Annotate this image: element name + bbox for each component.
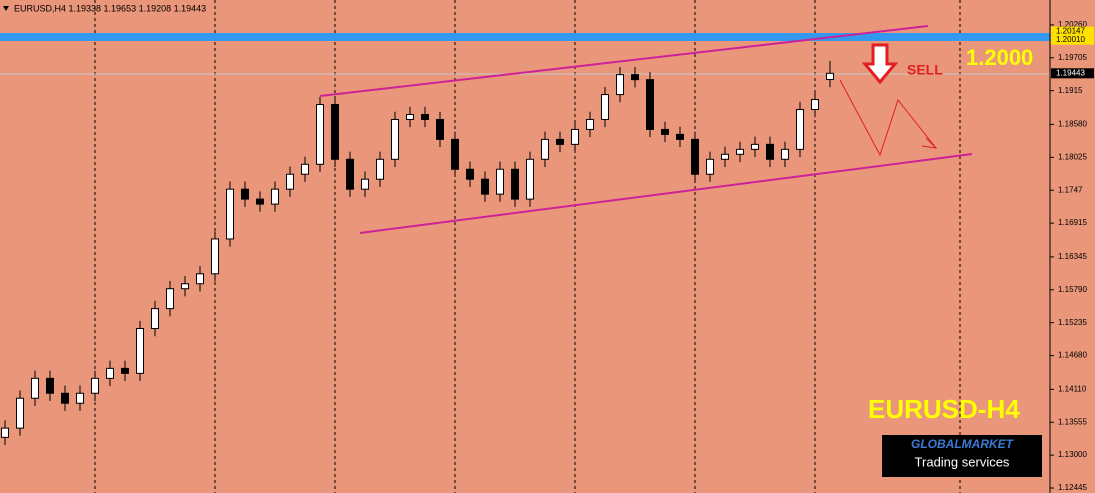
candle-body	[166, 288, 174, 310]
candle-body	[391, 118, 399, 160]
candle-body	[466, 168, 474, 180]
y-tick-label: 1.13000	[1058, 450, 1087, 459]
candle-body	[376, 158, 384, 180]
price-label: 1.19443	[1056, 68, 1085, 77]
sell-label: SELL	[907, 62, 943, 78]
candle-body	[61, 392, 69, 404]
axis-group: 1.20260 1.19705 1.1915 1.18580 1.18025 1.1747…	[1050, 20, 1094, 492]
y-tick-label: 1.19705	[1058, 53, 1087, 62]
y-tick-label: 1.15235	[1058, 318, 1087, 327]
candle-body	[241, 188, 249, 200]
candle-body	[16, 397, 24, 429]
candle-body	[751, 143, 759, 150]
candle-body	[481, 178, 489, 195]
candle-body	[31, 377, 39, 399]
candle-body	[586, 118, 594, 130]
candle-body	[781, 148, 789, 160]
candle-body	[226, 188, 234, 240]
candle-body	[91, 377, 99, 394]
y-tick-label: 1.14680	[1058, 351, 1087, 360]
y-tick-label: 1.13555	[1058, 417, 1087, 426]
price-axis	[1050, 0, 1095, 493]
y-tick-label: 1.18580	[1058, 120, 1087, 129]
candle-body	[136, 328, 144, 374]
channel-top	[319, 25, 929, 97]
candle-body	[286, 173, 294, 190]
candle-body	[631, 74, 639, 81]
y-tick-label: 1.1747	[1058, 185, 1083, 194]
candle-body	[256, 198, 264, 205]
price-label-box	[1051, 26, 1094, 37]
y-tick-label: 1.14110	[1058, 384, 1087, 393]
candle-body	[76, 392, 84, 404]
candle-body	[361, 178, 369, 190]
logo-subtitle: Trading services	[915, 454, 1010, 469]
symbol-watermark: EURUSD-H4	[868, 394, 1020, 424]
candle-body	[691, 138, 699, 175]
candle-body	[646, 79, 654, 130]
candle-body	[121, 367, 129, 374]
candle-body	[406, 113, 414, 120]
price-label-box	[1051, 68, 1094, 79]
candle-body	[811, 99, 819, 111]
channel-bottom	[359, 153, 973, 234]
forecast-arrowhead	[921, 137, 938, 149]
candle-body	[511, 168, 519, 200]
y-tick-label: 1.16915	[1058, 218, 1087, 227]
candle-body	[796, 109, 804, 150]
price-label: 1.20147	[1056, 27, 1085, 36]
logo-title: GLOBALMARKET	[911, 437, 1015, 451]
candle-body	[556, 138, 564, 145]
sell-arrow	[861, 43, 899, 85]
candle-body	[721, 153, 729, 160]
candle-body	[766, 143, 774, 160]
candle-body	[46, 377, 54, 394]
candle-body	[346, 158, 354, 190]
candles	[1, 60, 834, 446]
candle-body	[661, 128, 669, 135]
candle-body	[616, 74, 624, 96]
menu-triangle	[3, 6, 9, 11]
candle-body	[736, 148, 744, 155]
candle-body	[301, 163, 309, 175]
price-label: 1.20010	[1056, 35, 1085, 44]
candle-body	[316, 104, 324, 165]
candle-body	[451, 138, 459, 170]
logo-box	[882, 435, 1042, 477]
price-label-box	[1051, 34, 1094, 45]
candle-body	[106, 367, 114, 379]
candle-body	[706, 158, 714, 175]
candle-body	[826, 72, 834, 81]
y-tick-label: 1.16345	[1058, 252, 1087, 261]
candle-body	[571, 128, 579, 145]
candle-body	[196, 273, 204, 285]
candle-body	[676, 133, 684, 140]
candle-body	[1, 427, 9, 438]
candle-body	[271, 188, 279, 205]
candle-body	[541, 138, 549, 160]
y-tick-label: 1.15790	[1058, 285, 1087, 294]
candle-body	[211, 238, 219, 275]
candle-body	[151, 308, 159, 330]
candle-body	[436, 118, 444, 140]
candle-body	[601, 94, 609, 120]
y-tick-label: 1.20260	[1058, 20, 1087, 29]
resistance-band	[0, 33, 1050, 41]
candle-body	[331, 104, 339, 160]
forecast-path	[839, 79, 937, 157]
y-tick-label: 1.1915	[1058, 86, 1083, 95]
y-tick-label: 1.18025	[1058, 152, 1087, 161]
candle-body	[181, 283, 189, 290]
y-tick-label: 1.12445	[1058, 483, 1087, 492]
symbol-info: EURUSD,H4 1.19338 1.19653 1.19208 1.1944…	[14, 3, 206, 13]
candle-body	[496, 168, 504, 195]
target-level: 1.2000	[966, 45, 1033, 70]
candle-body	[421, 113, 429, 120]
candle-body	[526, 158, 534, 200]
